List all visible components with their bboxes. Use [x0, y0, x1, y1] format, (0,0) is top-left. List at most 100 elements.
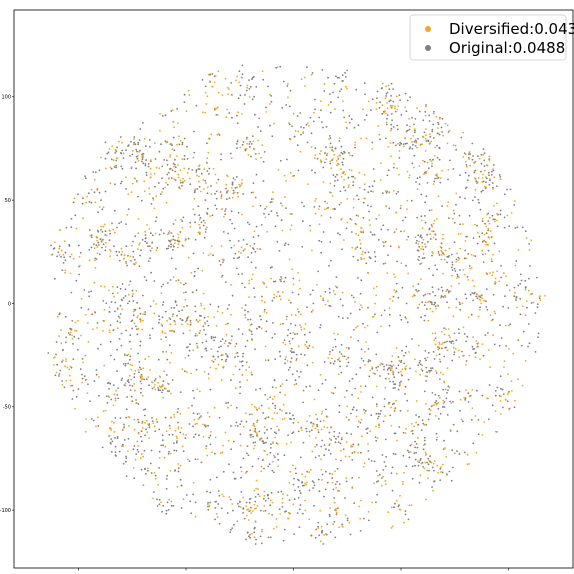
point-original: [418, 183, 421, 186]
point-original: [443, 327, 446, 330]
point-original: [405, 345, 408, 348]
point-diversified: [153, 425, 156, 428]
point-diversified: [259, 437, 262, 440]
point-original: [179, 478, 182, 481]
point-original: [191, 404, 193, 407]
point-diversified: [122, 258, 125, 260]
point-original: [349, 312, 352, 315]
point-original: [469, 293, 472, 296]
point-original: [154, 220, 157, 223]
point-original: [273, 471, 275, 474]
point-original: [393, 376, 396, 379]
point-diversified: [127, 425, 130, 427]
point-original: [451, 263, 454, 266]
point-original: [507, 307, 510, 309]
point-diversified: [458, 282, 460, 285]
point-diversified: [441, 343, 443, 345]
point-original: [277, 458, 280, 461]
point-original: [133, 445, 136, 447]
point-original: [242, 249, 245, 252]
point-diversified: [108, 329, 111, 332]
point-diversified: [216, 133, 219, 136]
point-diversified: [227, 439, 230, 442]
point-original: [398, 381, 401, 384]
point-original: [321, 529, 324, 532]
point-original: [88, 249, 91, 251]
point-diversified: [246, 142, 249, 145]
point-diversified: [206, 157, 209, 160]
point-original: [143, 409, 145, 411]
point-original: [364, 251, 367, 254]
point-original: [367, 306, 369, 309]
point-original: [325, 146, 327, 149]
point-diversified: [157, 381, 160, 384]
point-original: [230, 528, 232, 531]
point-original: [174, 158, 176, 161]
point-original: [427, 140, 430, 143]
point-diversified: [434, 343, 437, 346]
point-diversified: [508, 324, 510, 327]
point-diversified: [420, 368, 423, 371]
point-diversified: [248, 296, 251, 298]
point-original: [250, 155, 252, 158]
point-diversified: [148, 193, 151, 195]
point-diversified: [171, 109, 174, 111]
point-diversified: [85, 378, 88, 381]
point-original: [111, 440, 114, 443]
point-original: [119, 182, 122, 185]
point-original: [536, 276, 538, 279]
point-original: [379, 138, 381, 141]
point-original: [305, 427, 308, 430]
point-original: [367, 348, 370, 350]
point-original: [351, 175, 353, 178]
point-diversified: [452, 346, 455, 349]
point-original: [455, 148, 458, 151]
point-original: [459, 409, 461, 412]
point-original: [189, 500, 192, 503]
point-original: [122, 363, 125, 365]
point-original: [145, 171, 148, 174]
point-diversified: [246, 514, 248, 517]
point-original: [144, 311, 147, 313]
point-original: [220, 507, 223, 510]
point-diversified: [436, 464, 439, 467]
point-original: [278, 295, 281, 297]
point-diversified: [174, 429, 177, 432]
point-diversified: [124, 384, 127, 387]
point-original: [425, 380, 427, 382]
point-original: [206, 320, 209, 323]
point-original: [286, 85, 289, 87]
point-original: [367, 360, 370, 363]
point-original: [461, 420, 464, 423]
point-diversified: [192, 208, 195, 211]
point-original: [61, 360, 63, 363]
point-diversified: [439, 466, 442, 468]
point-original: [397, 364, 400, 367]
point-original: [284, 276, 287, 279]
point-original: [166, 390, 169, 392]
point-original: [424, 357, 426, 360]
point-original: [323, 361, 326, 363]
point-original: [473, 348, 476, 350]
point-diversified: [204, 222, 206, 224]
point-original: [504, 295, 506, 298]
point-diversified: [429, 307, 432, 310]
point-original: [293, 135, 296, 138]
point-diversified: [326, 415, 329, 418]
point-original: [144, 163, 147, 165]
point-diversified: [253, 536, 256, 538]
point-original: [332, 488, 335, 491]
point-original: [465, 340, 467, 343]
point-diversified: [321, 479, 323, 481]
point-original: [414, 131, 416, 134]
point-original: [273, 296, 275, 299]
point-original: [185, 494, 188, 496]
point-diversified: [182, 180, 185, 183]
point-diversified: [452, 315, 455, 318]
point-diversified: [258, 407, 260, 409]
point-diversified: [390, 406, 392, 409]
point-original: [298, 490, 301, 492]
point-diversified: [462, 155, 465, 158]
point-diversified: [154, 232, 157, 235]
point-diversified: [320, 458, 322, 460]
